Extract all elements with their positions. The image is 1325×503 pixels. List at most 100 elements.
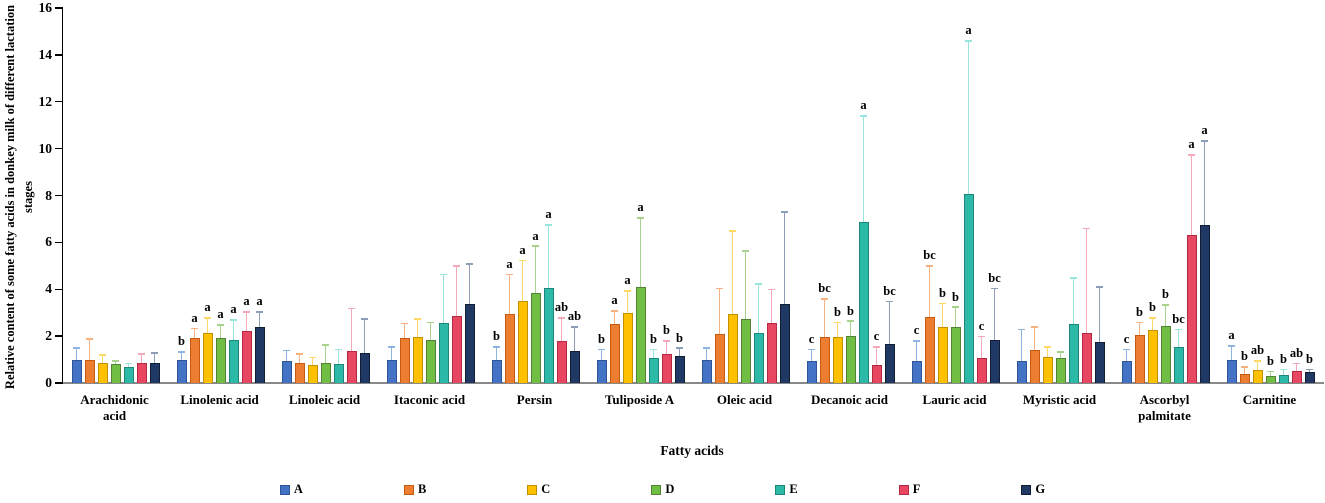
significance-letter: b	[1162, 287, 1169, 302]
bar-D	[845, 336, 856, 383]
bar-slot	[1094, 8, 1105, 383]
bar-E	[858, 222, 869, 383]
error-bar	[1257, 361, 1259, 371]
bar-F	[1081, 332, 1092, 383]
significance-letter: a	[243, 294, 250, 309]
error-bar-cap	[965, 40, 972, 42]
bar-B	[504, 313, 515, 383]
significance-letter: a	[506, 256, 513, 271]
bar-B	[609, 324, 620, 383]
bar-group: b a a a a ab ab	[483, 8, 588, 383]
significance-letter: b	[952, 289, 959, 304]
error-bar-cap	[99, 354, 106, 357]
bar-C	[1042, 357, 1053, 383]
error-bar	[128, 364, 130, 367]
bar-B	[819, 337, 830, 383]
bar-G	[1094, 341, 1105, 383]
bar-slot: a	[517, 8, 528, 383]
significance-letter: ab	[1250, 343, 1265, 358]
significance-letter: b	[939, 285, 946, 300]
legend-label: D	[665, 482, 675, 496]
error-bar-cap	[493, 346, 500, 348]
significance-letter: b	[1241, 349, 1248, 364]
bar-slot	[779, 8, 790, 383]
plot-area: b a a a a a a b a a a a ab ab b a a a b b b c bc b b a c bc c bc b b a c b…	[39, 0, 1324, 390]
error-bar	[259, 312, 261, 327]
error-bar-cap	[296, 353, 303, 355]
bar-slot: b	[674, 8, 685, 383]
bar-group: c b b b bc a a	[1113, 8, 1218, 383]
bar-slot: b	[596, 8, 607, 383]
error-bar	[338, 350, 340, 365]
error-bar-cap	[834, 321, 841, 324]
bar-slot	[1055, 8, 1066, 383]
error-bar-cap	[73, 347, 80, 350]
error-bar	[76, 349, 78, 360]
error-bar	[141, 354, 143, 364]
error-bar	[181, 352, 183, 360]
legend-item: G	[1021, 482, 1045, 497]
bar-slot: b	[1160, 8, 1171, 383]
bar-A	[1121, 360, 1132, 383]
bar-D	[110, 364, 121, 383]
error-bar	[1139, 323, 1141, 335]
bar-slot	[451, 8, 462, 383]
bar-C	[727, 313, 738, 383]
error-bar-cap	[1306, 368, 1313, 371]
bar-slot	[386, 8, 397, 383]
legend-label: C	[541, 482, 551, 496]
y-axis-tick	[55, 241, 63, 244]
error-bar-cap	[1083, 227, 1090, 230]
significance-letter: bc	[883, 283, 896, 298]
error-bar-cap	[755, 282, 762, 285]
bar-slot: bc	[923, 8, 936, 383]
bar-slot	[149, 8, 160, 383]
error-bar-cap	[230, 319, 237, 321]
bar-slot	[412, 8, 423, 383]
error-bar	[1165, 305, 1167, 326]
significance-letter: c	[873, 329, 880, 344]
category-label: Linolenic acid	[180, 392, 259, 407]
error-bar-cap	[440, 273, 447, 276]
bar-B	[1134, 334, 1145, 383]
bar-F	[766, 323, 777, 383]
significance-letter: bc	[923, 248, 936, 263]
error-bar	[653, 350, 655, 359]
significance-letter: b	[650, 331, 657, 346]
bar-slot: b	[1134, 8, 1145, 383]
significance-letter: c	[1123, 331, 1130, 346]
error-bar	[1231, 346, 1233, 360]
legend-item: E	[775, 482, 798, 497]
legend-item: C	[527, 482, 550, 497]
significance-letter: b	[1149, 300, 1156, 315]
y-tick-label: 12	[38, 93, 53, 109]
error-bar	[942, 304, 944, 327]
significance-letter: b	[676, 330, 683, 345]
error-bar-cap	[112, 360, 119, 362]
error-bar	[194, 329, 196, 339]
category-label: Arachidonic acid	[80, 392, 149, 424]
error-bar-cap	[1267, 370, 1274, 373]
error-bar	[325, 345, 327, 364]
bar-slot: b	[832, 8, 843, 383]
y-axis-tick	[55, 147, 63, 150]
category-label: Carnitine	[1242, 392, 1297, 407]
legend-label: G	[1035, 482, 1046, 496]
significance-letter: b	[1136, 304, 1143, 319]
error-bar-cap	[926, 265, 933, 267]
error-bar-cap	[1293, 362, 1300, 365]
bar-A	[176, 359, 187, 383]
error-bar-cap	[873, 346, 880, 348]
error-bar	[1047, 347, 1049, 358]
error-bar-cap	[1096, 286, 1103, 289]
bar-slot: b	[1239, 8, 1250, 383]
bar-slot: a	[1199, 8, 1210, 383]
significance-letter: b	[1267, 353, 1274, 368]
legend-swatch	[279, 484, 290, 495]
y-tick-label: 10	[38, 140, 53, 156]
bar-slot: bc	[818, 8, 831, 383]
error-bar-cap	[913, 340, 920, 342]
error-bar-cap	[545, 224, 552, 226]
bar-E	[1278, 374, 1289, 383]
